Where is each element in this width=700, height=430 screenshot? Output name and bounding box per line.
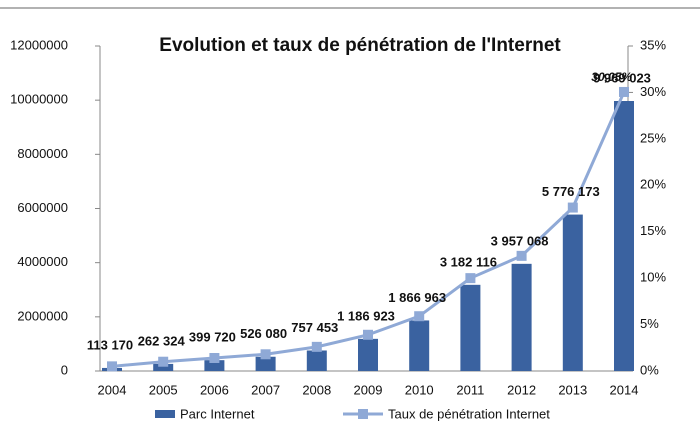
marker (516, 250, 527, 261)
legend-label: Taux de pénétration Internet (388, 406, 550, 421)
marker (567, 202, 578, 213)
data-label: 30,05% (591, 70, 632, 84)
legend-swatch (358, 409, 368, 419)
chart-title: Evolution et taux de pénétration de l'In… (159, 35, 561, 56)
y-tick-label: 12000000 (10, 37, 68, 52)
marker (465, 273, 476, 284)
line (111, 91, 626, 368)
x-tick-label: 2005 (149, 382, 178, 397)
legend-label: Parc Internet (180, 406, 255, 421)
marker (107, 361, 117, 372)
marker (363, 329, 373, 340)
marker (311, 341, 322, 352)
marker (414, 311, 425, 322)
data-label: 3 957 068 (491, 233, 549, 248)
y2-tick-label: 5% (640, 316, 659, 331)
data-label: 399 720 (189, 330, 236, 345)
legend-swatch (155, 410, 175, 418)
x-tick-label: 2009 (354, 382, 383, 397)
data-label: 5 776 173 (542, 184, 600, 199)
y2-tick-label: 20% (640, 177, 666, 192)
bar (306, 350, 327, 371)
bar (460, 284, 481, 371)
y2-tick-label: 35% (640, 37, 666, 52)
y2-tick-label: 0% (640, 362, 659, 377)
bar (204, 360, 225, 371)
data-label: 113 170 (87, 337, 133, 352)
x-tick-label: 2011 (456, 382, 484, 397)
data-label: 3 182 116 (440, 254, 497, 269)
bar (255, 356, 276, 371)
data-label: 757 453 (291, 320, 338, 335)
data-label: 526 080 (240, 326, 287, 341)
marker (619, 86, 629, 97)
bar (153, 363, 174, 371)
data-label: 1 186 923 (337, 308, 395, 323)
data-label: 262 324 (138, 333, 186, 348)
y-tick-label: 4000000 (17, 254, 68, 269)
bar (409, 320, 430, 371)
x-tick-label: 2006 (200, 382, 229, 397)
x-tick-label: 2014 (610, 382, 639, 397)
y2-tick-label: 25% (640, 130, 666, 145)
y2-tick-label: 15% (640, 223, 666, 238)
data-label: 9 969 023 (593, 70, 651, 85)
x-tick-label: 2013 (558, 382, 587, 397)
y-tick-label: 8000000 (17, 146, 68, 161)
y-tick-label: 2000000 (17, 308, 68, 323)
x-tick-label: 2008 (302, 382, 331, 397)
x-tick-label: 2004 (98, 382, 127, 397)
bar (358, 338, 378, 371)
y-tick-label: 6000000 (17, 200, 68, 215)
y2-tick-label: 10% (640, 270, 666, 285)
bar (562, 214, 583, 371)
bar (511, 263, 532, 371)
marker (260, 349, 271, 360)
marker (209, 353, 220, 363)
y-tick-label: 0 (61, 362, 68, 377)
marker (158, 356, 169, 367)
x-tick-label: 2012 (507, 382, 536, 397)
y-tick-label: 10000000 (10, 92, 68, 107)
bar (614, 101, 634, 372)
y2-tick-label: 30% (640, 84, 666, 99)
x-tick-label: 2007 (251, 382, 280, 397)
x-tick-label: 2010 (405, 382, 434, 397)
data-label: 1 866 963 (388, 290, 446, 305)
